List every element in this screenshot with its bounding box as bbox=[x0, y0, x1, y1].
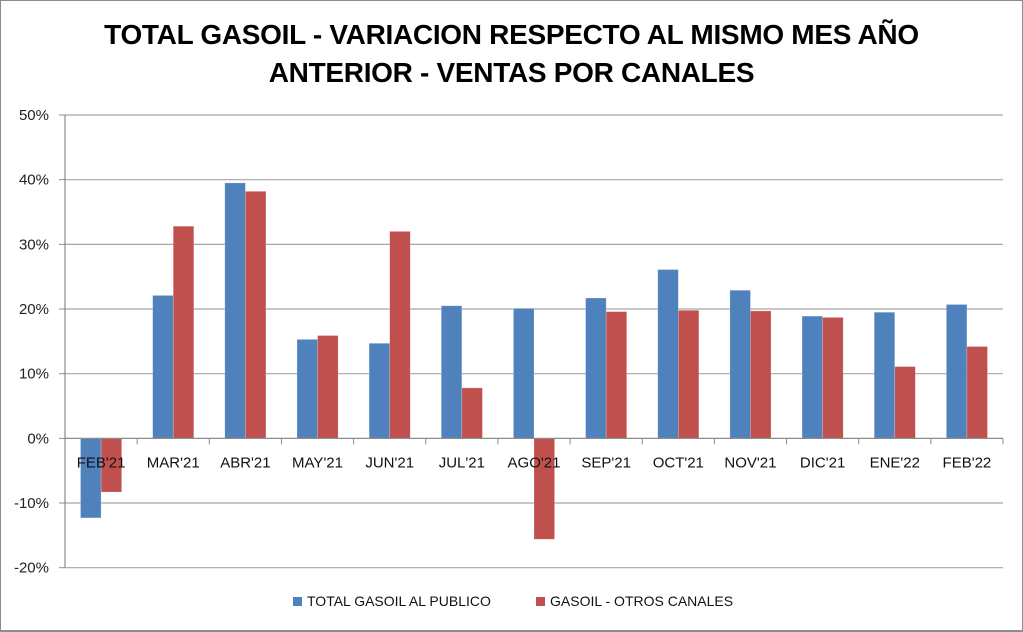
bar-gasoil-otros-canales-mar21 bbox=[172, 225, 195, 439]
bar-gasoil-otros-canales-may21 bbox=[317, 335, 339, 439]
x-tick-label: NOV'21 bbox=[724, 454, 776, 471]
bar-gasoil-otros-canales-ene22 bbox=[894, 366, 916, 439]
x-tick-label: ENE'22 bbox=[870, 454, 920, 471]
x-tick-label: AGO'21 bbox=[508, 454, 561, 471]
legend-swatch-red bbox=[536, 596, 545, 606]
x-tick-label: MAY'21 bbox=[292, 454, 343, 471]
chart-title-line-2: ANTERIOR - VENTAS POR CANALES bbox=[268, 57, 755, 88]
x-tick-label: OCT'21 bbox=[653, 454, 704, 471]
x-tick-label: ABR'21 bbox=[220, 454, 270, 471]
bar-total-gasoil-publico-sep21 bbox=[585, 297, 607, 439]
y-tick-label: 20% bbox=[19, 301, 49, 318]
y-tick-label: 0% bbox=[27, 430, 49, 447]
x-axis-ticks: FEB'21 MAR'21 ABR'21 MAY'21 JUN'21 JUL'21 AGO'… bbox=[64, 438, 1004, 471]
legend-item-gasoil-otros-canales: GASOIL - OTROS CANALES bbox=[536, 593, 733, 609]
bar-total-gasoil-publico-jul21 bbox=[440, 305, 463, 439]
legend: TOTAL GASOIL AL PUBLICO GASOIL - OTROS C… bbox=[0, 593, 1023, 613]
bar-gasoil-otros-canales-jul21 bbox=[461, 387, 483, 439]
bar-total-gasoil-publico-jun21 bbox=[368, 342, 390, 439]
bar-gasoil-otros-canales-sep21 bbox=[605, 311, 628, 439]
y-tick-label: 10% bbox=[19, 366, 49, 383]
bar-total-gasoil-publico-nov21 bbox=[729, 289, 751, 439]
bars bbox=[80, 182, 988, 540]
y-tick-label: -10% bbox=[14, 495, 49, 512]
bar-gasoil-otros-canales-nov21 bbox=[750, 310, 772, 439]
x-tick-label: JUN'21 bbox=[365, 454, 414, 471]
y-tick-label: -20% bbox=[14, 560, 49, 577]
bar-total-gasoil-publico-mar21 bbox=[152, 295, 174, 439]
y-tick-label: 40% bbox=[19, 172, 49, 189]
axes bbox=[64, 115, 1003, 568]
x-tick-label: SEP'21 bbox=[581, 454, 631, 471]
chart-title: TOTAL GASOIL - VARIACION RESPECTO AL MIS… bbox=[0, 16, 1023, 92]
bar-gasoil-otros-canales-feb22 bbox=[966, 346, 988, 439]
x-tick-label: FEB'22 bbox=[943, 454, 992, 471]
bar-total-gasoil-publico-feb22 bbox=[946, 304, 968, 439]
y-tick-label: 50% bbox=[19, 107, 49, 124]
bar-gasoil-otros-canales-oct21 bbox=[678, 310, 700, 439]
chart-title-line-1: TOTAL GASOIL - VARIACION RESPECTO AL MIS… bbox=[104, 19, 919, 50]
legend-item-total-gasoil-publico: TOTAL GASOIL AL PUBLICO bbox=[293, 593, 491, 609]
legend-label: TOTAL GASOIL AL PUBLICO bbox=[307, 593, 491, 609]
bar-total-gasoil-publico-ago21 bbox=[513, 308, 535, 439]
x-tick-label: MAR'21 bbox=[147, 454, 200, 471]
bar-total-gasoil-publico-oct21 bbox=[657, 269, 679, 439]
bar-total-gasoil-publico-abr21 bbox=[224, 182, 246, 439]
bar-total-gasoil-publico-ene22 bbox=[873, 311, 896, 439]
bar-gasoil-otros-canales-abr21 bbox=[245, 191, 267, 439]
y-axis-ticks: -20% -10% 0% 10% 20% 30% 40% 50% bbox=[14, 107, 65, 577]
bar-gasoil-otros-canales-jun21 bbox=[389, 231, 411, 439]
x-tick-label: JUL'21 bbox=[439, 454, 485, 471]
bar-gasoil-otros-canales-dic21 bbox=[822, 317, 844, 439]
bar-total-gasoil-publico-may21 bbox=[296, 339, 318, 439]
y-tick-label: 30% bbox=[19, 236, 49, 253]
legend-swatch-blue bbox=[293, 596, 302, 606]
bar-total-gasoil-publico-dic21 bbox=[801, 315, 823, 439]
x-tick-label: FEB'21 bbox=[77, 454, 126, 471]
legend-label: GASOIL - OTROS CANALES bbox=[550, 593, 734, 609]
bar-total-gasoil-publico-feb21 bbox=[80, 438, 102, 519]
x-tick-label: DIC'21 bbox=[800, 454, 845, 471]
